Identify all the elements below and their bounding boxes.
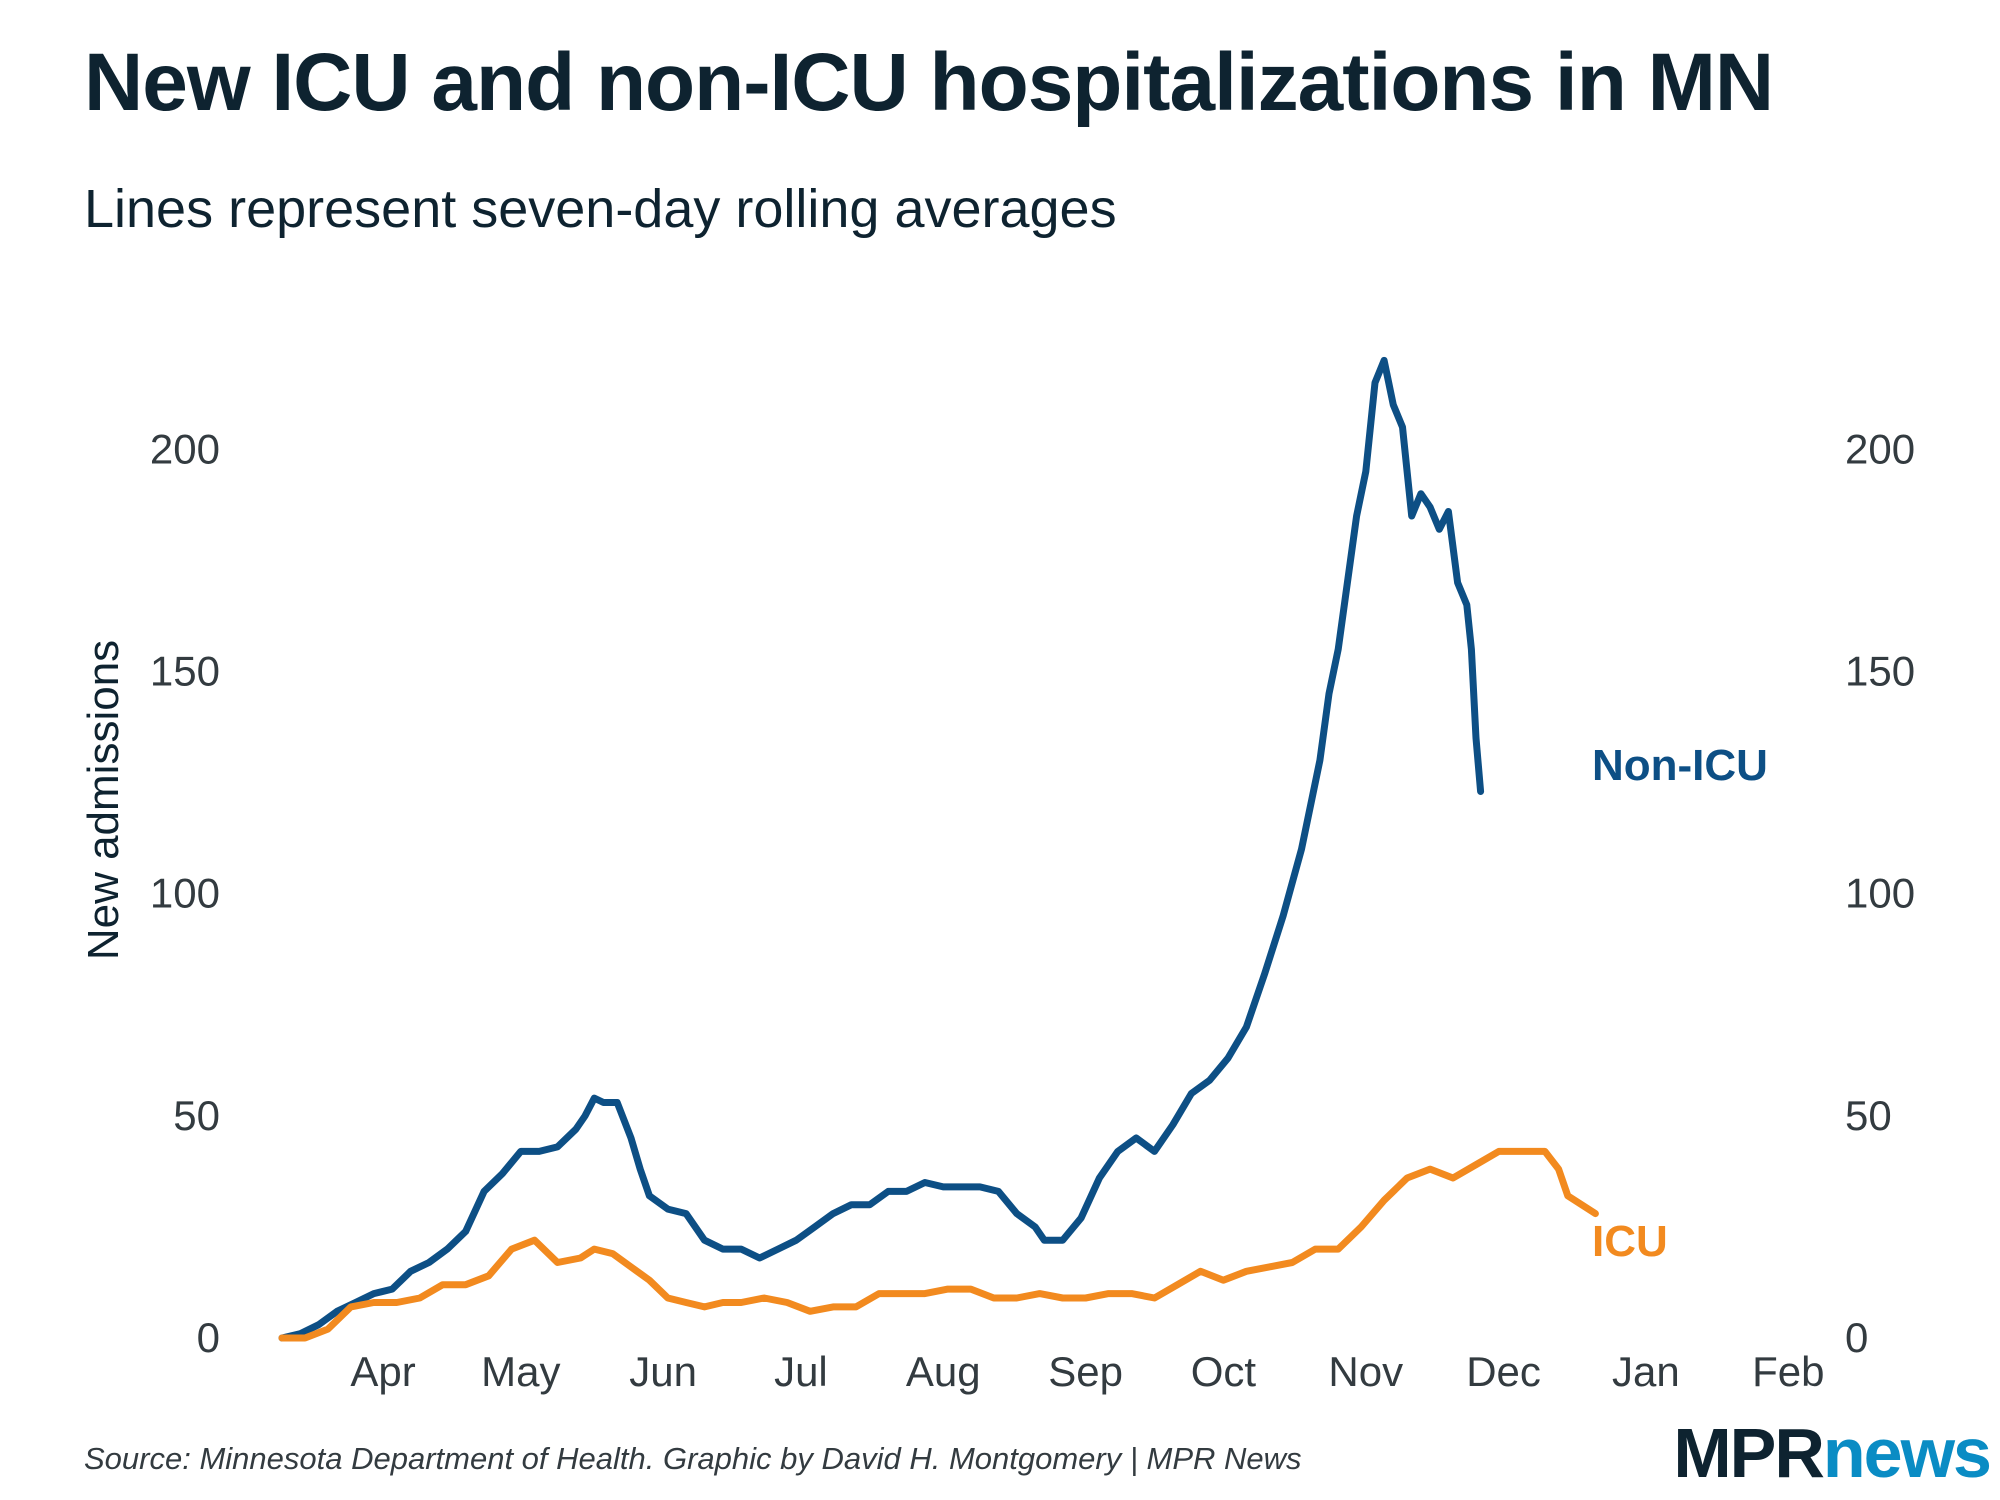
series-label-icu: ICU xyxy=(1592,1217,1668,1266)
logo-mpr: MPR xyxy=(1673,1414,1825,1492)
x-tick-oct: Oct xyxy=(1191,1348,1257,1395)
y-tick-left-150: 150 xyxy=(150,647,220,694)
chart-title: New ICU and non-ICU hospitalizations in … xyxy=(84,37,1774,128)
x-tick-may: May xyxy=(481,1348,560,1395)
y-tick-left-50: 50 xyxy=(173,1092,220,1139)
x-tick-jul: Jul xyxy=(774,1348,828,1395)
x-tick-apr: Apr xyxy=(350,1348,415,1395)
x-tick-nov: Nov xyxy=(1328,1348,1403,1395)
y-axis-label: New admissions xyxy=(79,640,128,960)
logo-news: news xyxy=(1822,1414,1992,1492)
x-tick-jun: Jun xyxy=(629,1348,697,1395)
series-label-non-icu: Non-ICU xyxy=(1592,741,1768,790)
x-tick-feb: Feb xyxy=(1752,1348,1824,1395)
x-tick-dec: Dec xyxy=(1466,1348,1541,1395)
y-tick-right-100: 100 xyxy=(1845,870,1915,917)
x-tick-jan: Jan xyxy=(1612,1348,1680,1395)
mpr-news-logo[interactable]: MPRnews xyxy=(1673,1418,1992,1488)
source-note: Source: Minnesota Department of Health. … xyxy=(84,1441,1302,1476)
y-tick-left-100: 100 xyxy=(150,870,220,917)
y-tick-right-50: 50 xyxy=(1845,1092,1892,1139)
y-tick-right-0: 0 xyxy=(1845,1314,1868,1361)
series-line-non-icu xyxy=(278,356,1485,1342)
x-axis: Apr May Jun Jul Aug Sep Oct Nov Dec Jan Feb xyxy=(350,1348,1824,1395)
y-tick-right-150: 150 xyxy=(1845,647,1915,694)
y-axis-right: 0 50 100 150 200 xyxy=(1845,425,1915,1361)
y-axis-left: 0 50 100 150 200 xyxy=(150,425,220,1361)
x-tick-sep: Sep xyxy=(1048,1348,1123,1395)
series-line-icu xyxy=(278,1147,1599,1342)
chart-subtitle: Lines represent seven-day rolling averag… xyxy=(84,179,1117,239)
y-tick-left-0: 0 xyxy=(197,1314,220,1361)
series-group: Non-ICU ICU xyxy=(278,356,1768,1342)
y-tick-right-200: 200 xyxy=(1845,425,1915,472)
x-tick-aug: Aug xyxy=(906,1348,981,1395)
y-tick-left-200: 200 xyxy=(150,425,220,472)
